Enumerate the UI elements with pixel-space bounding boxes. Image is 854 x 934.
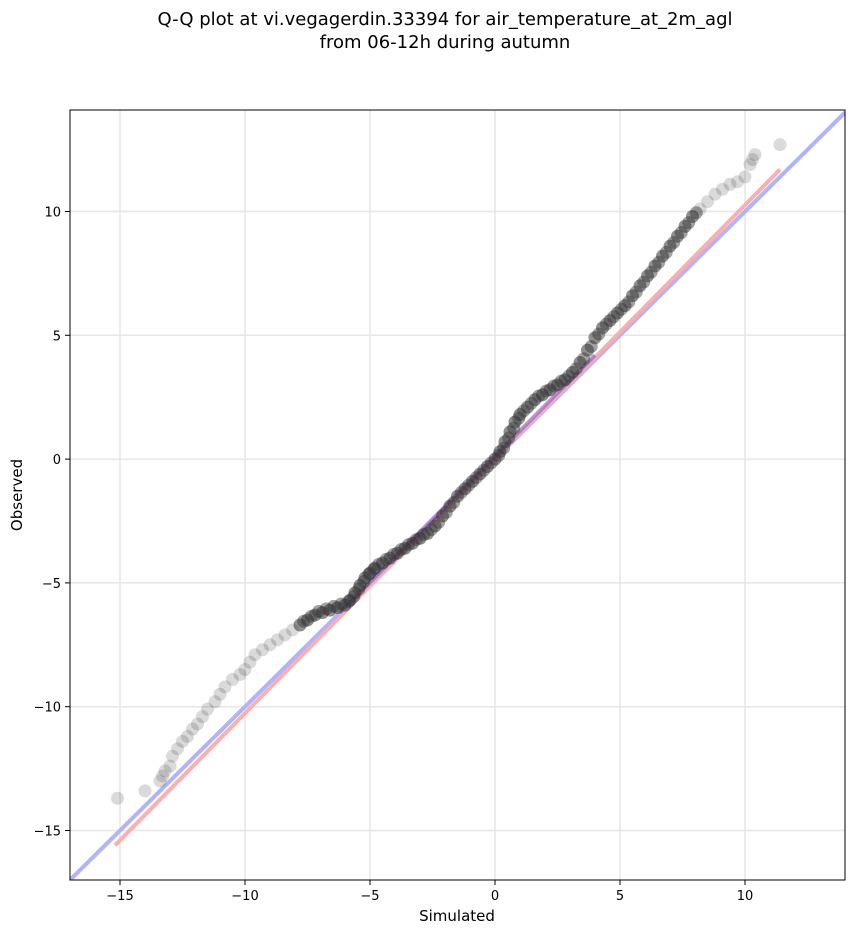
- quantile-point: [156, 769, 169, 783]
- quantile-point: [201, 702, 214, 716]
- quantile-point: [158, 764, 172, 778]
- x-tick-label: −5: [360, 889, 379, 904]
- y-tick-label: −10: [34, 701, 61, 716]
- quantile-point: [171, 742, 184, 756]
- quantile-point: [243, 655, 257, 669]
- quantile-point: [746, 153, 759, 167]
- x-axis-label: Simulated: [419, 907, 495, 925]
- quantile-point: [618, 299, 632, 313]
- quantile-point: [163, 759, 177, 773]
- y-tick-label: 10: [44, 206, 61, 221]
- grid-lines: [70, 110, 845, 880]
- y-tick-label: 5: [53, 329, 61, 344]
- quantile-point: [498, 435, 512, 449]
- quantile-point: [633, 279, 647, 293]
- quantile-point: [716, 182, 729, 196]
- quantile-point: [648, 259, 662, 273]
- quantile-points: [111, 138, 787, 805]
- y-axis-ticks: −15 −10 −5 0 5 10: [34, 206, 70, 839]
- quantile-point: [686, 209, 699, 223]
- quantile-point: [626, 289, 639, 303]
- quantile-point: [693, 202, 707, 216]
- x-axis-ticks: −15 −10 −5 0 5 10: [106, 880, 753, 904]
- x-tick-label: 10: [737, 889, 754, 904]
- quantile-point: [723, 177, 737, 191]
- quantile-point: [663, 239, 677, 253]
- quantile-point: [731, 175, 744, 189]
- quantile-point: [443, 499, 457, 513]
- quantile-point: [701, 195, 714, 209]
- quantile-point: [566, 365, 579, 379]
- quantile-point: [248, 648, 262, 662]
- quantile-point: [773, 138, 787, 152]
- quantile-point: [581, 343, 594, 357]
- quantile-point: [191, 717, 204, 731]
- quantile-point: [263, 638, 277, 652]
- quantile-point: [708, 187, 722, 201]
- chart-subtitle: from 06-12h during autumn: [320, 32, 571, 53]
- x-tick-label: −10: [231, 889, 258, 904]
- quantile-point: [743, 157, 757, 171]
- quantile-point: [208, 695, 222, 709]
- quantile-point: [493, 445, 507, 459]
- quantile-point: [226, 672, 239, 686]
- quantile-point: [671, 229, 684, 243]
- quantile-point: [176, 734, 189, 748]
- x-tick-label: −15: [106, 889, 133, 904]
- quantile-point: [233, 668, 247, 682]
- quantile-point: [588, 331, 602, 345]
- chart-title: Q-Q plot at vi.vegagerdin.33394 for air_…: [158, 9, 733, 30]
- plot-area: [69, 109, 846, 881]
- x-tick-label: 0: [491, 889, 499, 904]
- quantile-point: [186, 722, 199, 736]
- y-axis-label: Observed: [8, 459, 26, 531]
- quantile-point: [278, 628, 292, 642]
- x-tick-label: 5: [616, 889, 624, 904]
- quantile-point: [166, 749, 179, 763]
- quantile-point: [238, 663, 252, 677]
- quantile-point: [153, 774, 167, 788]
- quantile-point: [196, 710, 209, 724]
- quantile-point: [678, 219, 692, 233]
- quantile-point: [689, 206, 703, 220]
- quantile-point: [111, 791, 124, 805]
- quantile-point: [218, 680, 232, 694]
- quantile-point: [573, 356, 587, 370]
- quantile-point: [436, 509, 449, 523]
- y-tick-label: −15: [34, 824, 61, 839]
- y-tick-label: 0: [53, 453, 61, 468]
- quantile-point: [181, 729, 194, 743]
- quantile-point: [213, 687, 227, 701]
- quantile-point: [641, 269, 654, 283]
- quantile-point: [738, 170, 752, 184]
- quantile-point: [503, 425, 517, 439]
- quantile-point: [256, 643, 269, 657]
- quantile-point: [428, 519, 442, 533]
- quantile-point: [656, 249, 669, 263]
- y-tick-label: −5: [42, 577, 61, 592]
- quantile-point: [271, 633, 284, 647]
- quantile-point: [138, 784, 152, 798]
- plot-frame: [69, 109, 846, 881]
- quantile-point: [748, 148, 762, 162]
